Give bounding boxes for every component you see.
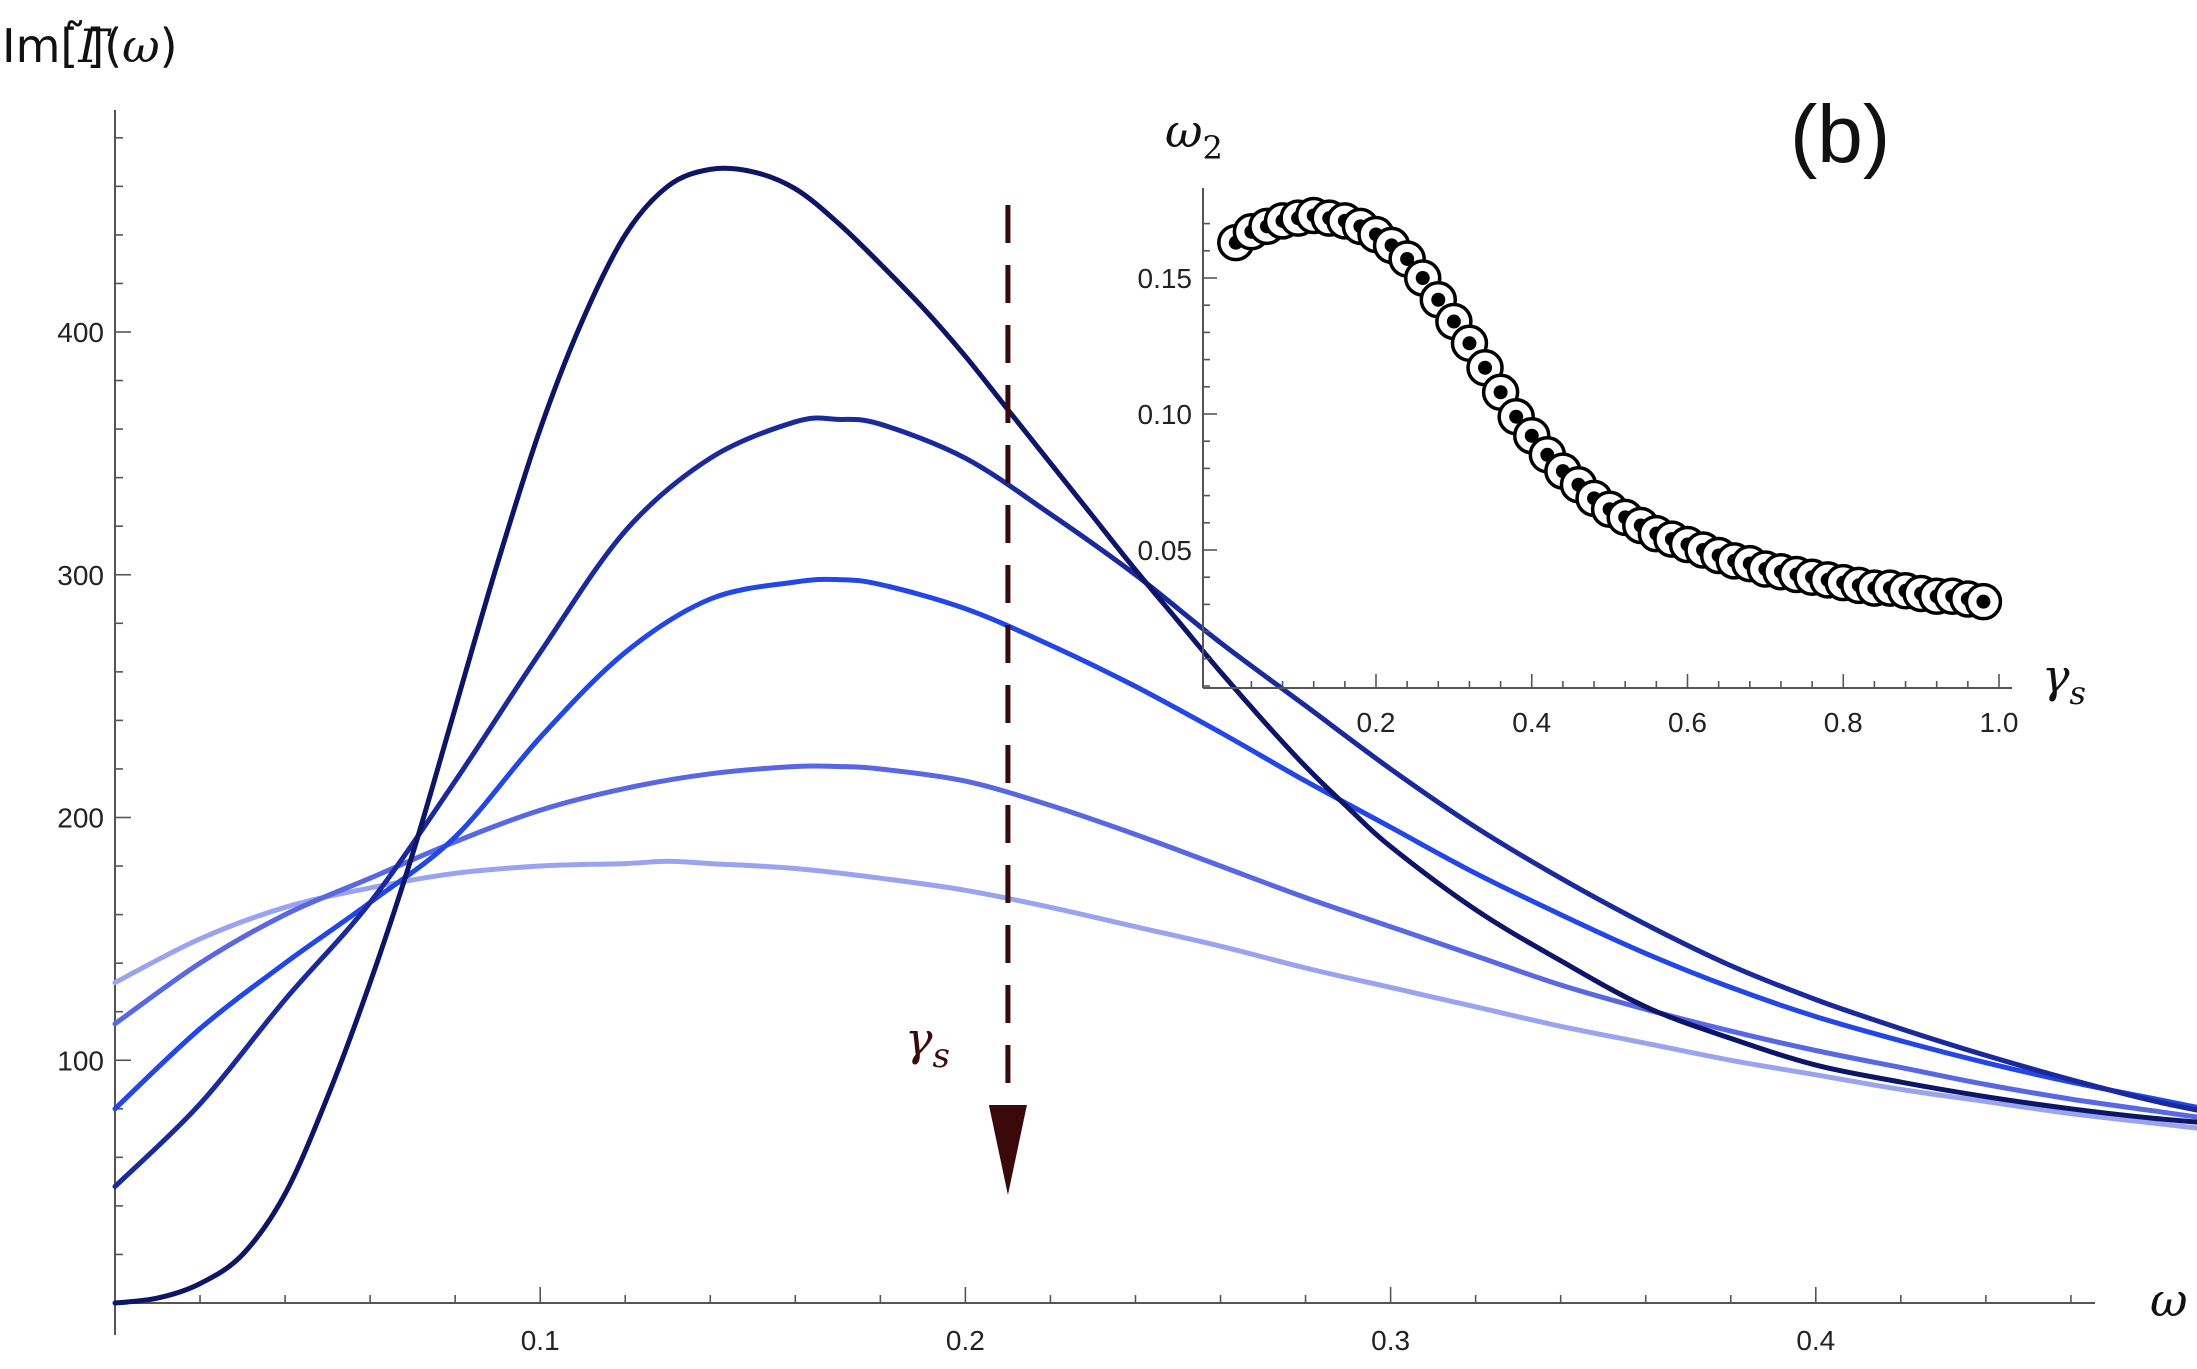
inset-point-core <box>1509 409 1524 424</box>
inset-points <box>1217 196 2003 621</box>
inset-point-core <box>1415 271 1430 285</box>
inset-x-tick-label: 0.8 <box>1824 707 1863 738</box>
gamma-arrow <box>988 205 1027 1195</box>
inset-x-tick-label: 0.6 <box>1668 707 1707 738</box>
series-line-3 <box>112 576 2197 1112</box>
series-line-1 <box>112 165 2197 1306</box>
inset-point-core <box>1976 594 1991 609</box>
main-y-axis-label: Im[Γ̃](ω) <box>2 19 178 73</box>
series-line-2 <box>112 415 2197 1189</box>
inset-y-tick-label: 0.15 <box>1138 263 1193 294</box>
inset-point-core <box>1431 292 1446 307</box>
arrow-head <box>988 1105 1027 1195</box>
main-y-tick-label: 100 <box>57 1045 104 1076</box>
inset-point-core <box>1524 428 1539 443</box>
inset-point-core <box>1493 385 1508 400</box>
inset-point-core <box>1462 336 1477 351</box>
inset-x-axis-label: γs <box>2042 649 2086 712</box>
inset-x-tick-label: 0.2 <box>1357 707 1396 738</box>
inset-plot: 0.05 0.10 0.15 0.2 0.4 0.6 0.8 1.0 ω2 γs <box>1138 104 2086 738</box>
panel-label: (b) <box>1790 89 1890 180</box>
inset-data-point <box>1964 582 2003 621</box>
inset-point-core <box>1478 360 1493 375</box>
inset-x-tick-label: 1.0 <box>1980 707 2019 738</box>
main-y-tick-label: 200 <box>57 803 104 834</box>
inset-point-core <box>1400 251 1415 266</box>
main-y-tick-label: 300 <box>57 560 104 591</box>
inset-y-tick-label: 0.10 <box>1138 399 1193 430</box>
inset-x-tick-label: 0.4 <box>1512 707 1551 738</box>
series-line-5 <box>112 858 2197 1131</box>
gamma-s-annotation: γs <box>905 1012 950 1076</box>
inset-y-axis-label: ω2 <box>1165 104 1223 167</box>
inset-point-core <box>1446 314 1461 329</box>
main-x-axis-label: ω <box>2150 1273 2188 1327</box>
inset-y-tick-label: 0.05 <box>1138 535 1193 566</box>
inset-axes: 0.05 0.10 0.15 0.2 0.4 0.6 0.8 1.0 <box>1138 188 2019 738</box>
main-x-tick-label: 0.4 <box>1796 1325 1835 1356</box>
main-series <box>112 165 2197 1306</box>
main-x-tick-label: 0.2 <box>946 1325 985 1356</box>
series-line-4 <box>112 763 2197 1120</box>
main-x-tick-label: 0.3 <box>1371 1325 1410 1356</box>
main-x-tick-label: 0.1 <box>521 1325 560 1356</box>
main-y-tick-label: 400 <box>57 317 104 348</box>
